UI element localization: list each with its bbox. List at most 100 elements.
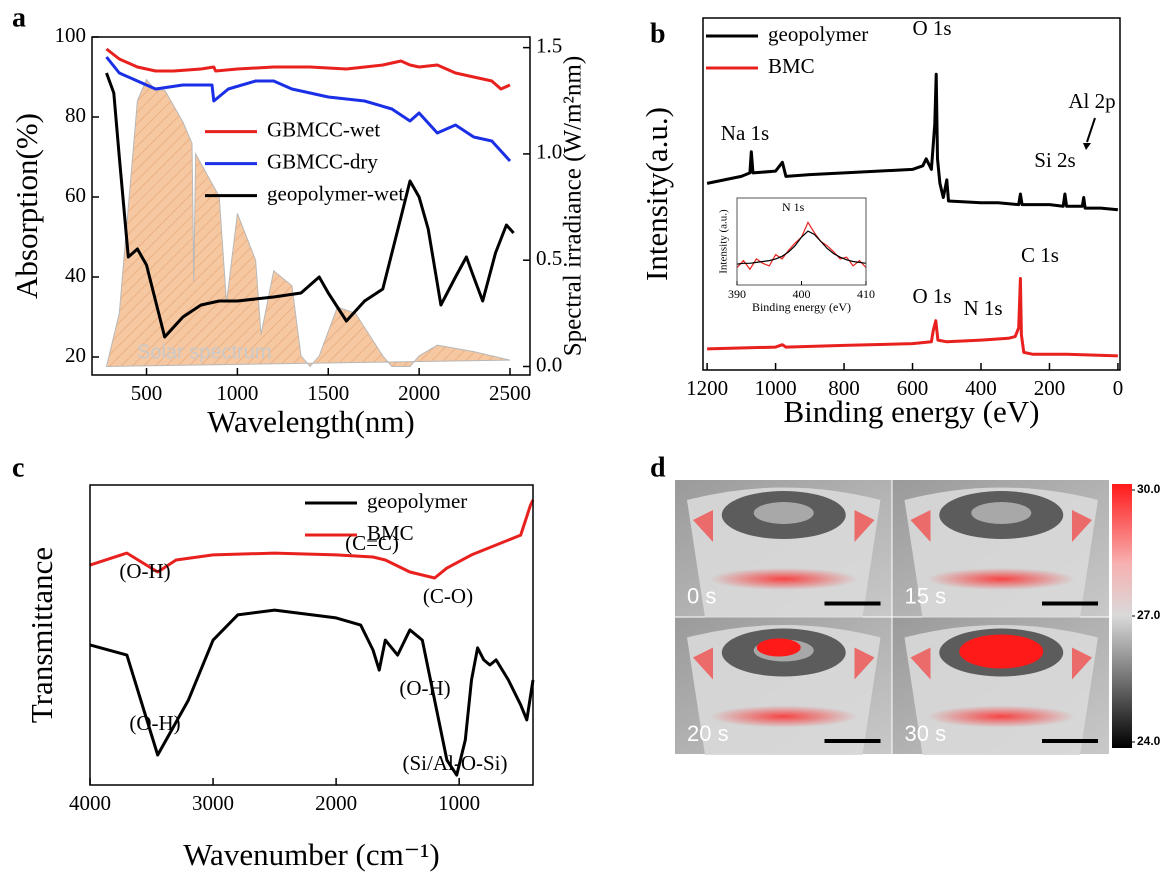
y2-tick-label: 1.5 (536, 33, 562, 57)
annotation: Al 2p (1068, 89, 1115, 113)
y-tick-label: 80 (65, 103, 86, 127)
legend-label: geopolymer (768, 22, 868, 46)
x-tick-label: 1000 (216, 381, 258, 405)
side-glow (854, 647, 875, 680)
x-tick-label: 0 (1113, 376, 1124, 400)
inset-x-label: Binding energy (eV) (752, 300, 851, 314)
side-glow (854, 510, 875, 542)
annotation: Na 1s (721, 121, 769, 145)
y2-tick-label: 1.0 (536, 140, 562, 164)
x-tick-label: 1500 (307, 381, 349, 405)
legend-label: BMC (367, 521, 414, 545)
x-tick-label: 1000 (755, 376, 797, 400)
x-tick-label: 1000 (438, 791, 480, 815)
annotation: (Si/Al-O-Si) (403, 751, 508, 775)
plot-frame (91, 36, 531, 376)
frame-label: 20 s (687, 721, 729, 746)
annotation: C 1s (1021, 243, 1059, 267)
colorbar-tick-label: 24.0 (1137, 734, 1161, 748)
x-axis-label: Binding energy (eV) (784, 394, 1040, 429)
x-tick-label: 2500 (489, 381, 531, 405)
line (89, 499, 535, 580)
line (105, 72, 515, 339)
annotation-arrow (1086, 117, 1096, 143)
panel-label: b (650, 18, 666, 49)
annotation: Si 2s (1034, 148, 1075, 172)
x-tick-label: 3000 (192, 791, 234, 815)
x-tick-label: 2000 (315, 791, 357, 815)
side-glow (910, 510, 931, 542)
panel-label: d (650, 452, 666, 483)
legend-label: GBMCC-wet (267, 117, 380, 141)
x-tick-label: 4000 (69, 791, 111, 815)
beaker-glow (927, 705, 1075, 728)
line (105, 47, 511, 91)
annotation: (O-H) (399, 676, 450, 700)
annotation: (O-H) (119, 559, 170, 583)
inset-x-tick-label: 410 (857, 287, 875, 301)
panel-label: a (12, 2, 26, 33)
legend-label: BMC (768, 54, 815, 78)
side-glow (1072, 647, 1092, 680)
plot-frame (702, 17, 1121, 371)
x-tick-label: 200 (1034, 376, 1066, 400)
hot-spot (959, 634, 1044, 669)
y-axis-label: Absorption(%) (9, 113, 44, 299)
frame-label: 0 s (687, 583, 716, 608)
y2-tick-label: 0.5 (536, 246, 562, 270)
side-glow (1072, 510, 1092, 542)
colorbar-tick-label: 27.0 (1137, 608, 1161, 622)
area-label: Solar spectrum (137, 341, 272, 363)
y-tick-label: 100 (55, 23, 87, 47)
x-axis-label: Wavelength(nm) (207, 404, 415, 439)
x-tick-label: 600 (897, 376, 929, 400)
legend-label: geopolymer (367, 489, 467, 513)
hot-spot (756, 638, 801, 657)
y2-tick-label: 0.0 (536, 352, 562, 376)
line (707, 277, 1118, 358)
line (706, 72, 1119, 212)
y-tick-label: 20 (65, 343, 86, 367)
side-glow (693, 647, 713, 680)
y2-axis-label: Spectral irradiance (W/m²nm) (560, 56, 587, 356)
x-tick-label: 800 (828, 376, 860, 400)
sample-center (753, 502, 814, 524)
sample-center (971, 502, 1032, 524)
annotation: (C=C) (345, 531, 399, 555)
annotation: O 1s (912, 284, 951, 308)
x-tick-label: 1200 (686, 376, 728, 400)
annotation: O 1s (912, 16, 951, 40)
y-tick-label: 40 (65, 263, 86, 287)
legend-label: geopolymer-wet (267, 181, 404, 205)
plot-frame (89, 484, 534, 786)
arrow-head (1083, 143, 1091, 150)
x-tick-label: 2000 (398, 381, 440, 405)
frame-label: 30 s (905, 721, 947, 746)
inset-x-tick-label: 390 (728, 287, 746, 301)
inset-title: N 1s (782, 200, 805, 214)
y-axis-label: Transmittance (24, 547, 59, 723)
annotation: (C-O) (423, 584, 473, 608)
inset-y-label: Intensity (a.u.) (718, 209, 730, 274)
side-glow (910, 647, 931, 680)
beaker-glow (710, 705, 858, 728)
line (89, 608, 535, 777)
frame-label: 15 s (905, 583, 947, 608)
inset-x-tick-label: 400 (793, 287, 811, 301)
colorbar-tick-label: 30.0 (1137, 482, 1161, 496)
panel-label: c (12, 452, 24, 483)
legend-label: GBMCC-dry (267, 149, 378, 173)
x-axis-label: Wavenumber (cm⁻¹) (183, 837, 439, 872)
inset-line (736, 230, 867, 265)
colorbar (1112, 484, 1132, 748)
y-tick-label: 60 (65, 183, 86, 207)
annotation: N 1s (963, 296, 1002, 320)
beaker-glow (927, 568, 1075, 590)
x-tick-label: 500 (131, 381, 163, 405)
x-tick-label: 400 (965, 376, 997, 400)
beaker-glow (710, 568, 858, 590)
line (105, 56, 512, 163)
side-glow (693, 510, 713, 542)
